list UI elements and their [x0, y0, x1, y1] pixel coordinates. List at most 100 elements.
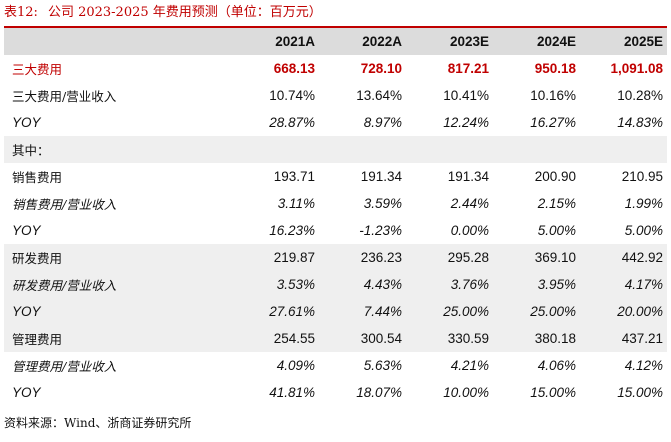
- table-row: 三大费用/营业收入 10.74% 13.64% 10.41% 10.16% 10.28%: [4, 82, 667, 109]
- value-cell: 14.83%: [617, 115, 663, 130]
- value-cell: 4.17%: [580, 271, 667, 298]
- row-label: YOY: [12, 115, 41, 130]
- value-cell: 1,091.08: [610, 61, 663, 76]
- row-label: 研发费用: [4, 244, 232, 271]
- value-cell: 15.00%: [617, 385, 663, 400]
- title-divider: [4, 26, 667, 28]
- header-cell: 2025E: [580, 28, 667, 55]
- header-cell: 2021A: [232, 28, 319, 55]
- header-cell: 2024E: [493, 28, 580, 55]
- value-cell: 5.63%: [363, 358, 402, 373]
- header-cell: 2023E: [406, 28, 493, 55]
- value-cell: 380.18: [493, 325, 580, 352]
- table-row: 其中：: [4, 136, 667, 163]
- source-note: 资料来源：Wind、浙商证券研究所: [4, 416, 192, 430]
- value-cell: 5.00%: [537, 223, 576, 238]
- value-cell: 12.24%: [443, 115, 489, 130]
- table-row: 销售费用 193.71 191.34 191.34 200.90 210.95: [4, 163, 667, 190]
- table-row: 研发费用/营业收入 3.53% 4.43% 3.76% 3.95% 4.17%: [4, 271, 667, 298]
- table-row: 三大费用 668.13 728.10 817.21 950.18 1,091.08: [4, 55, 667, 82]
- value-cell: 20.00%: [580, 298, 667, 325]
- value-cell: 219.87: [232, 244, 319, 271]
- value-cell: 668.13: [273, 61, 315, 76]
- header-cell: 2022A: [319, 28, 406, 55]
- row-label: YOY: [12, 223, 41, 238]
- value-cell: 8.97%: [363, 115, 402, 130]
- value-cell: 437.21: [580, 325, 667, 352]
- value-cell: 236.23: [319, 244, 406, 271]
- row-label: 研发费用/营业收入: [4, 271, 232, 298]
- row-label: 管理费用: [4, 325, 232, 352]
- value-cell: 10.74%: [269, 88, 315, 103]
- value-cell: 16.23%: [269, 223, 315, 238]
- value-cell: 3.76%: [406, 271, 493, 298]
- value-cell: [406, 136, 493, 163]
- value-cell: 3.53%: [232, 271, 319, 298]
- value-cell: [232, 136, 319, 163]
- value-cell: 4.12%: [624, 358, 663, 373]
- value-cell: 28.87%: [269, 115, 315, 130]
- table-row: 销售费用/营业收入 3.11% 3.59% 2.44% 2.15% 1.99%: [4, 190, 667, 217]
- value-cell: 15.00%: [530, 385, 576, 400]
- value-cell: 25.00%: [406, 298, 493, 325]
- value-cell: 7.44%: [319, 298, 406, 325]
- value-cell: 2.15%: [537, 196, 576, 211]
- value-cell: 41.81%: [269, 385, 315, 400]
- value-cell: 3.95%: [493, 271, 580, 298]
- table-row: 管理费用 254.55 300.54 330.59 380.18 437.21: [4, 325, 667, 352]
- value-cell: 210.95: [621, 169, 663, 184]
- value-cell: 191.34: [447, 169, 489, 184]
- value-cell: [580, 136, 667, 163]
- value-cell: 10.00%: [443, 385, 489, 400]
- table-row: YOY 16.23% -1.23% 0.00% 5.00% 5.00%: [4, 217, 667, 244]
- table-number: 表12:: [4, 5, 38, 20]
- row-label: 管理费用/营业收入: [12, 359, 117, 374]
- value-cell: 16.27%: [530, 115, 576, 130]
- value-cell: 4.09%: [276, 358, 315, 373]
- value-cell: 193.71: [273, 169, 315, 184]
- value-cell: 817.21: [447, 61, 489, 76]
- value-cell: 5.00%: [624, 223, 663, 238]
- value-cell: 10.28%: [617, 88, 663, 103]
- value-cell: 4.06%: [537, 358, 576, 373]
- value-cell: 4.21%: [450, 358, 489, 373]
- value-cell: 13.64%: [356, 88, 402, 103]
- value-cell: 0.00%: [450, 223, 489, 238]
- row-label: 销售费用/营业收入: [12, 197, 117, 212]
- value-cell: [493, 136, 580, 163]
- value-cell: 728.10: [360, 61, 402, 76]
- value-cell: -1.23%: [359, 223, 402, 238]
- row-label: 销售费用: [12, 170, 63, 185]
- table-header-row: 2021A 2022A 2023E 2024E 2025E: [4, 28, 667, 55]
- table-row: 研发费用 219.87 236.23 295.28 369.10 442.92: [4, 244, 667, 271]
- row-label: 其中：: [4, 136, 232, 163]
- table-row: YOY 28.87% 8.97% 12.24% 16.27% 14.83%: [4, 109, 667, 136]
- value-cell: 4.43%: [319, 271, 406, 298]
- value-cell: 191.34: [360, 169, 402, 184]
- row-label: YOY: [4, 298, 232, 325]
- table-title: 表12: 公司 2023-2025 年费用预测（单位：百万元）: [4, 2, 322, 24]
- value-cell: 27.61%: [232, 298, 319, 325]
- value-cell: 254.55: [232, 325, 319, 352]
- table-row: 管理费用/营业收入 4.09% 5.63% 4.21% 4.06% 4.12%: [4, 352, 667, 379]
- row-label: YOY: [12, 385, 41, 400]
- row-label: 三大费用/营业收入: [12, 89, 117, 104]
- value-cell: 442.92: [580, 244, 667, 271]
- value-cell: 330.59: [406, 325, 493, 352]
- value-cell: 3.11%: [277, 196, 315, 211]
- value-cell: 300.54: [319, 325, 406, 352]
- value-cell: 10.16%: [530, 88, 576, 103]
- table-title-text: 公司 2023-2025 年费用预测（单位：百万元）: [47, 5, 322, 20]
- value-cell: 2.44%: [450, 196, 489, 211]
- table-row: YOY 27.61% 7.44% 25.00% 25.00% 20.00%: [4, 298, 667, 325]
- value-cell: 369.10: [493, 244, 580, 271]
- header-cell: [4, 28, 232, 55]
- row-label: 三大费用: [12, 62, 63, 77]
- table-row: YOY 41.81% 18.07% 10.00% 15.00% 15.00%: [4, 379, 667, 406]
- value-cell: 200.90: [534, 169, 576, 184]
- value-cell: [319, 136, 406, 163]
- value-cell: 3.59%: [363, 196, 402, 211]
- value-cell: 1.99%: [624, 196, 663, 211]
- value-cell: 18.07%: [356, 385, 402, 400]
